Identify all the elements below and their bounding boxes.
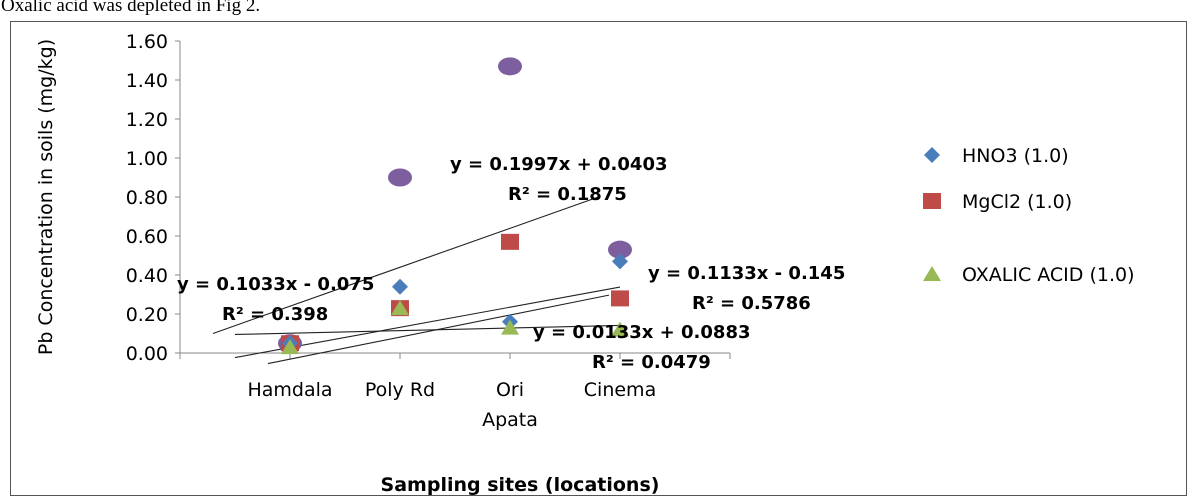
y-tick-label: 1.60 [126, 31, 168, 53]
trendline-equation: y = 0.1997x + 0.0403 [450, 154, 668, 175]
trendline-r2: R² = 0.5786 [692, 293, 811, 314]
y-tick-label: 1.20 [126, 109, 168, 131]
circle-point [608, 240, 632, 259]
y-axis-title: Pb Concentration in soils (mg/kg) [35, 39, 57, 355]
trendline-equation: y = 0.1133x - 0.145 [648, 263, 845, 284]
square-point [501, 233, 519, 250]
diamond-point [612, 253, 628, 270]
y-tick-label: 1.40 [126, 70, 168, 92]
legend-diamond-icon [924, 147, 940, 163]
trendline-r2: R² = 0.398 [222, 304, 328, 325]
y-tick-label: 0.80 [126, 187, 168, 209]
x-tick-label: Poly Rd [365, 379, 435, 401]
legend: HNO3 (1.0) MgCl2 (1.0) OXALIC ACID (1.0) [923, 145, 1135, 286]
y-tick-label: 0.20 [126, 304, 168, 326]
legend-label: OXALIC ACID (1.0) [962, 264, 1135, 286]
trendline-labels: y = 0.1997x + 0.0403 R² = 0.1875 y = 0.103… [177, 154, 845, 373]
triangle-point [391, 300, 409, 316]
square-point [611, 290, 629, 307]
trendline-equation: y = 0.1033x - 0.075 [177, 274, 374, 295]
y-tick-label: 0.60 [126, 226, 168, 248]
y-tick-label: 1.00 [126, 148, 168, 170]
x-axis-title: Sampling sites (locations) [381, 474, 660, 496]
x-tick-label: Hamdala [247, 379, 332, 401]
circle-point [498, 57, 522, 76]
y-tick-label: 0.40 [126, 265, 168, 287]
triangle-point [611, 321, 629, 337]
data-points [278, 57, 632, 355]
y-tick-label: 0.00 [126, 343, 168, 365]
trendline-r2: R² = 0.1875 [508, 184, 627, 205]
trendline [234, 324, 621, 336]
legend-label: MgCl2 (1.0) [962, 191, 1072, 213]
triangle-point [281, 339, 299, 355]
legend-triangle-icon [923, 266, 941, 281]
figure-caption: Oxalic acid was depleted in Fig 2. [1, 0, 261, 16]
trendline-r2: R² = 0.0479 [592, 352, 711, 373]
x-tick-label: Cinema [584, 379, 656, 401]
chart-frame [10, 21, 1187, 496]
triangle-point [501, 319, 519, 335]
axes: 0.00 0.20 0.40 0.60 0.80 1.00 1.20 1.40 1.60 Hamd… [126, 31, 731, 431]
legend-square-icon [923, 193, 941, 209]
x-tick-label: Ori [496, 379, 524, 401]
circle-point [388, 168, 412, 187]
diamond-point [392, 278, 408, 295]
trendline [212, 196, 599, 334]
x-tick-label: Apata [482, 409, 538, 431]
legend-label: HNO3 (1.0) [962, 145, 1069, 167]
trendline-equation: y = 0.0133x + 0.0883 [533, 322, 751, 343]
